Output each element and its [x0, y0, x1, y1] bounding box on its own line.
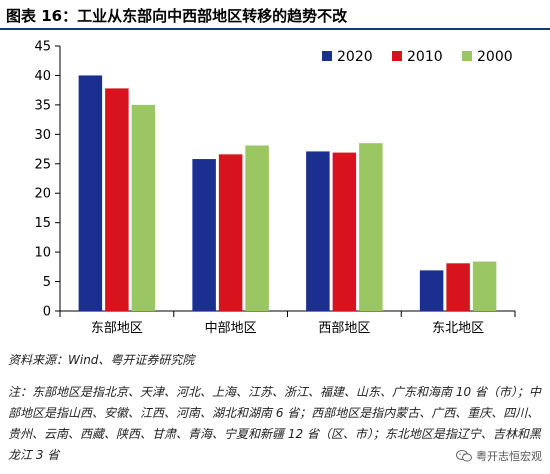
title-bar: 图表 16：工业从东部向中西部地区转移的趋势不改 — [0, 0, 550, 30]
legend-swatch — [322, 51, 332, 61]
bar — [306, 151, 330, 311]
note-text: 注：东部地区是指北京、天津、河北、上海、江苏、浙江、福建、山东、广东和海南 10… — [8, 385, 541, 462]
y-tick-label: 25 — [34, 157, 51, 172]
watermark-text: 粤开志恒宏观 — [476, 450, 542, 463]
bar-chart: 0 5 10 15 20 25 30 35 40 45 东部地区 中部地区 西部地区 东北地区 2020 2… — [34, 40, 516, 336]
bar — [192, 159, 216, 311]
legend-swatch — [462, 51, 472, 61]
y-tick-label: 10 — [34, 246, 51, 261]
bar — [359, 143, 383, 311]
x-tick-label: 中部地区 — [205, 321, 257, 336]
y-tick-label: 20 — [34, 187, 51, 202]
chart-title: 图表 16：工业从东部向中西部地区转移的趋势不改 — [6, 7, 348, 25]
y-tick-label: 30 — [34, 128, 51, 143]
bar — [245, 145, 269, 311]
watermark: 粤开志恒宏观 — [456, 448, 542, 464]
legend-swatch — [392, 51, 402, 61]
y-tick-label: 45 — [34, 40, 51, 55]
y-tick-label: 5 — [43, 275, 51, 290]
bar — [446, 263, 470, 311]
bar — [218, 154, 243, 311]
x-tick-label: 西部地区 — [318, 321, 370, 336]
legend-label: 2010 — [407, 49, 443, 65]
bar — [78, 75, 103, 311]
x-tick-label: 东北地区 — [432, 321, 484, 336]
bar — [131, 104, 156, 311]
legend-label: 2020 — [337, 49, 373, 65]
y-tick-label: 35 — [34, 98, 51, 113]
bar — [472, 261, 497, 311]
x-tick-label: 东部地区 — [91, 321, 143, 336]
legend-label: 2000 — [477, 49, 513, 65]
y-tick-label: 15 — [34, 216, 51, 231]
bar — [105, 88, 129, 312]
bar — [419, 270, 444, 311]
bar — [332, 152, 357, 311]
wechat-icon — [456, 450, 472, 462]
y-tick-label: 0 — [43, 305, 51, 320]
y-tick-label: 40 — [34, 69, 51, 84]
source-text: 资料来源：Wind、粤开证券研究院 — [8, 353, 195, 367]
